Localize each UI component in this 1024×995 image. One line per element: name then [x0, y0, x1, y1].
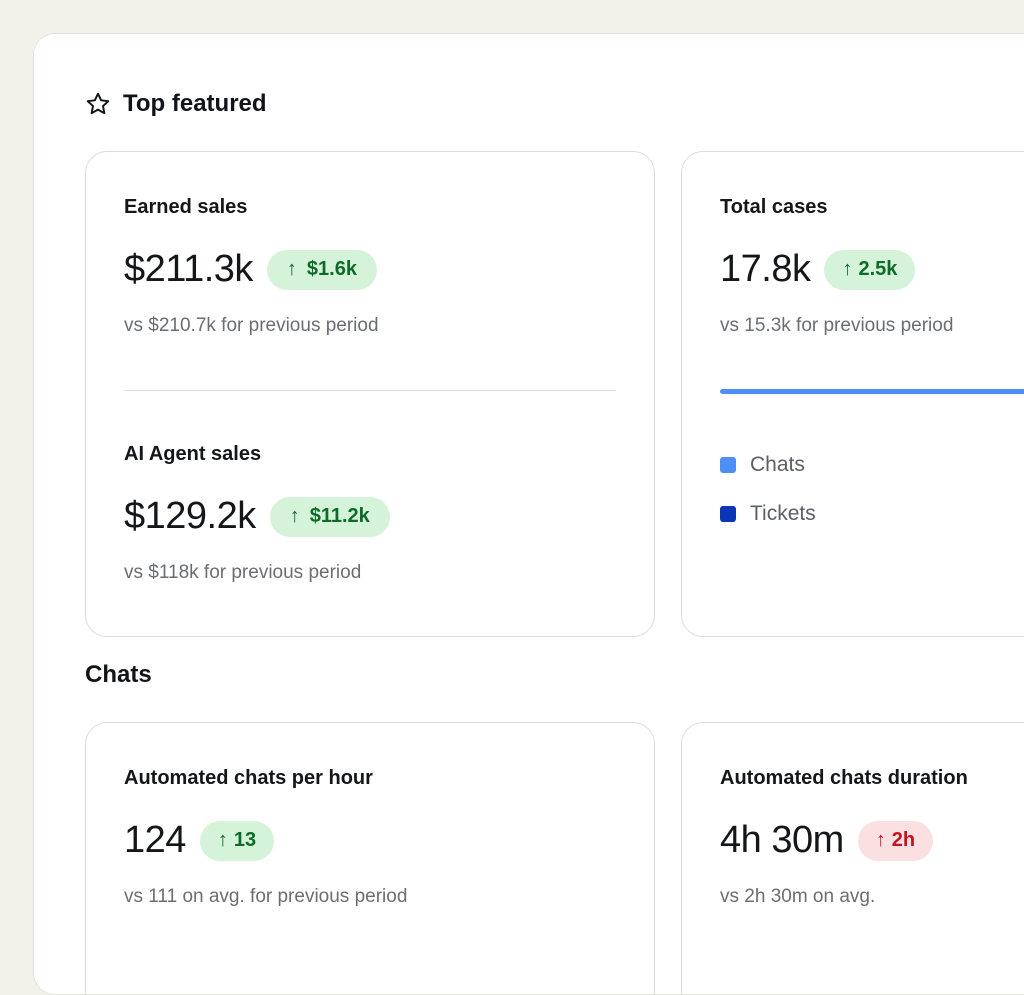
section-title-top-featured: Top featured [85, 90, 267, 118]
arrow-up-icon: ↑ [875, 829, 886, 851]
earned-sales-comparison: vs $210.7k for previous period [124, 315, 379, 336]
automated-chats-per-hour-value-row: 124 ↑ 13 [124, 819, 275, 862]
total-cases-card: Total cases 17.8k ↑ 2.5k vs 15.3k for pr… [681, 151, 1024, 637]
ai-agent-sales-delta-badge: ↑ $11.2k [269, 496, 390, 537]
automated-chats-duration-comparison: vs 2h 30m on avg. [720, 886, 876, 907]
automated-chats-per-hour-delta: 13 [233, 829, 257, 851]
total-cases-delta: 2.5k [858, 258, 898, 280]
automated-chats-duration-value-row: 4h 30m ↑ 2h [720, 819, 934, 862]
sales-card: Earned sales $211.3k ↑ $1.6k vs $210.7k … [85, 151, 655, 637]
legend-item-tickets: Tickets [720, 502, 816, 526]
ai-agent-sales-comparison: vs $118k for previous period [124, 562, 362, 583]
star-icon [86, 92, 110, 115]
total-cases-label: Total cases [720, 196, 828, 218]
earned-sales-delta-badge: ↑ $1.6k [266, 249, 377, 290]
section-title-chats: Chats [85, 661, 152, 689]
earned-sales-delta: $1.6k [306, 258, 357, 280]
earned-sales-value: $211.3k [124, 248, 253, 290]
automated-chats-duration-delta-badge: ↑ 2h [857, 820, 934, 861]
legend-label-chats: Chats [750, 453, 805, 476]
total-cases-comparison: vs 15.3k for previous period [720, 315, 954, 336]
automated-chats-duration-delta: 2h [891, 829, 916, 851]
earned-sales-value-row: $211.3k ↑ $1.6k [124, 248, 377, 291]
arrow-up-icon: ↑ [286, 258, 297, 280]
automated-chats-per-hour-label: Automated chats per hour [124, 767, 373, 789]
total-cases-delta-badge: ↑ 2.5k [824, 249, 916, 290]
section-title-text: Top featured [123, 90, 267, 117]
total-cases-value: 17.8k [720, 248, 811, 290]
arrow-up-icon: ↑ [289, 505, 300, 527]
ai-agent-sales-delta: $11.2k [309, 505, 370, 527]
arrow-up-icon: ↑ [842, 258, 853, 280]
legend-item-chats: Chats [720, 453, 805, 477]
section-title-text: Chats [85, 661, 152, 688]
arrow-up-icon: ↑ [217, 829, 228, 851]
automated-chats-duration-value: 4h 30m [720, 819, 844, 861]
ai-agent-sales-value: $129.2k [124, 495, 256, 537]
automated-chats-per-hour-card: Automated chats per hour 124 ↑ 13 vs 111… [85, 722, 655, 994]
earned-sales-label: Earned sales [124, 196, 248, 218]
chats-swatch [720, 457, 736, 473]
ai-agent-sales-label: AI Agent sales [124, 443, 262, 465]
automated-chats-per-hour-value: 124 [124, 819, 186, 861]
dashboard-panel: Top featured Earned sales $211.3k ↑ $1.6… [33, 33, 1024, 995]
card-divider [124, 390, 616, 391]
automated-chats-duration-card: Automated chats duration 4h 30m ↑ 2h vs … [681, 722, 1024, 994]
total-cases-value-row: 17.8k ↑ 2.5k [720, 248, 916, 291]
automated-chats-per-hour-comparison: vs 111 on avg. for previous period [124, 886, 408, 907]
ai-agent-sales-value-row: $129.2k ↑ $11.2k [124, 495, 390, 538]
automated-chats-duration-label: Automated chats duration [720, 767, 968, 789]
legend-label-tickets: Tickets [750, 502, 816, 525]
chats-progress-bar [720, 389, 1024, 394]
automated-chats-per-hour-delta-badge: ↑ 13 [199, 820, 275, 861]
tickets-swatch [720, 506, 736, 522]
